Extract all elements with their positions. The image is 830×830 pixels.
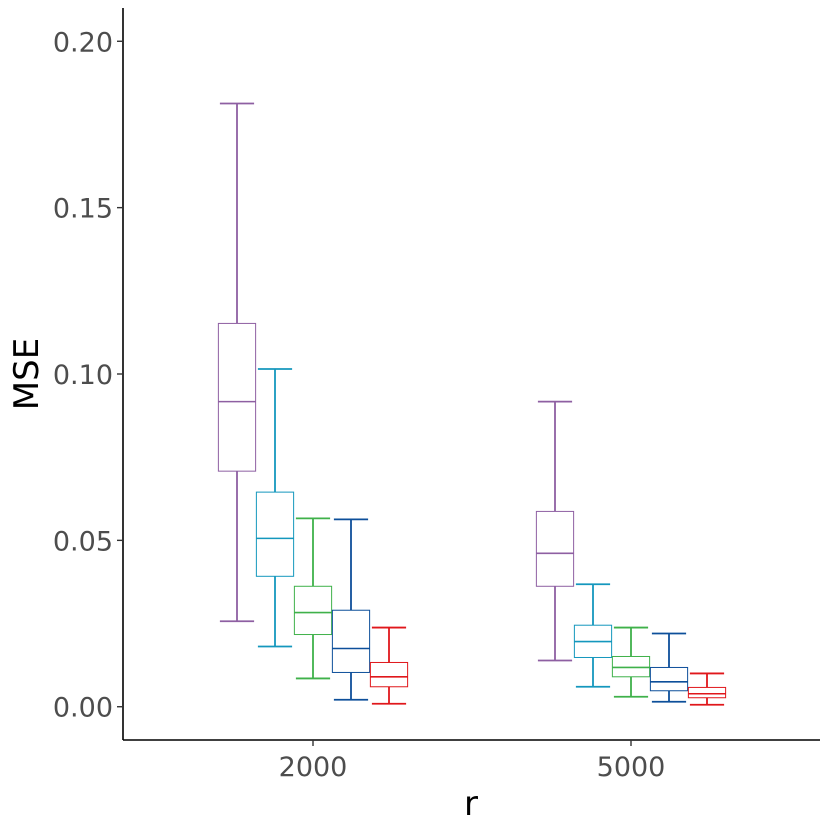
box-iqr [611,655,651,678]
box-5000-2 [611,626,651,698]
box-5000-3 [649,632,689,703]
box-2000-2 [293,517,333,680]
box-5000-4 [687,672,727,706]
box-2000-4 [369,626,409,705]
box-iqr [535,510,575,587]
box-iqr [369,661,409,688]
x-tick-label: 5000 [597,752,666,783]
y-tick-label: 0.15 [53,194,113,225]
x-axis-ticks: 2000 5000 [279,740,666,783]
y-tick-label: 0.10 [53,360,113,391]
plot-area [217,102,727,706]
y-axis-title: MSE [7,338,47,410]
y-tick-label: 0.20 [53,27,113,58]
x-tick-label: 2000 [279,752,348,783]
box-iqr [217,322,257,472]
box-iqr [687,686,727,699]
y-axis-ticks: 0.00 0.05 0.10 0.15 0.20 [53,27,123,724]
box-iqr [293,585,333,636]
x-axis-title: r [464,784,478,824]
box-iqr [649,666,689,692]
box-5000-1 [573,583,613,688]
box-2000-1 [255,368,295,648]
box-iqr [255,491,295,577]
y-tick-label: 0.00 [53,693,113,724]
y-tick-label: 0.05 [53,526,113,557]
box-5000-0 [535,400,575,662]
box-2000-3 [331,518,371,701]
box-2000-0 [217,102,257,623]
box-iqr [331,609,371,673]
